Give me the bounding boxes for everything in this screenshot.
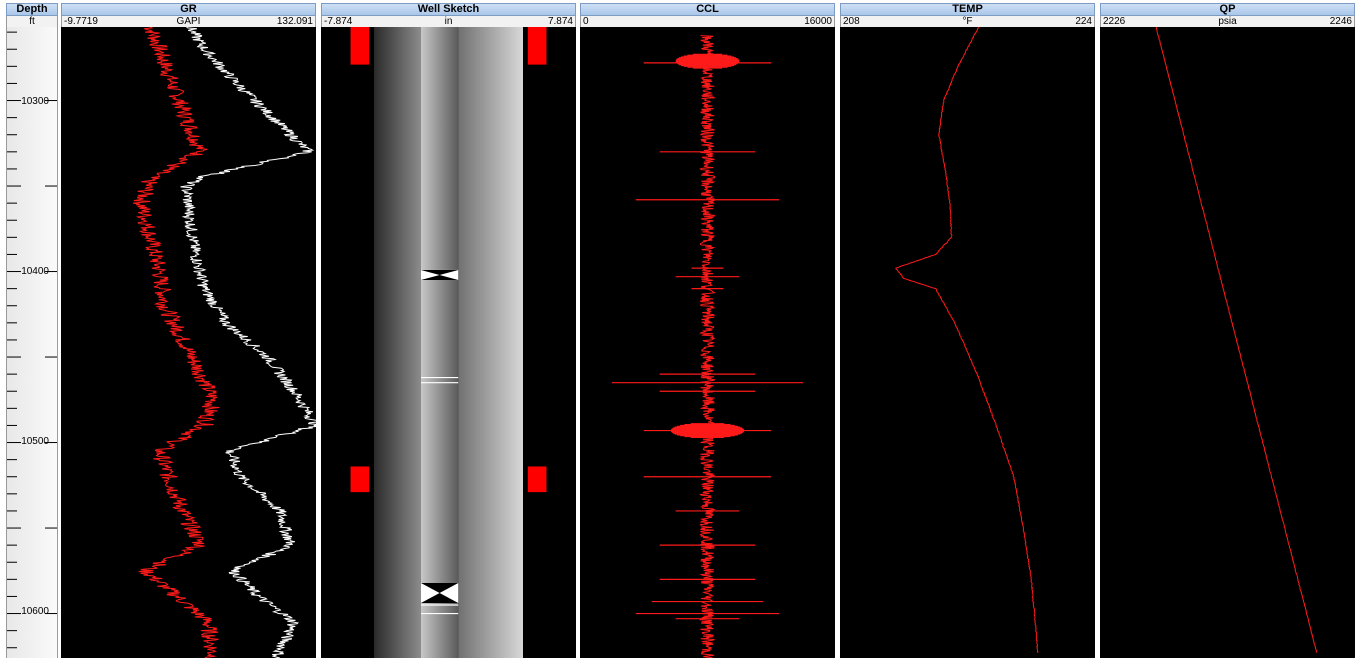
qp-title: QP: [1100, 3, 1355, 16]
ccl-plot-area: [580, 27, 835, 658]
sketch-scale-max: 7.874: [547, 16, 573, 27]
depth-unit-row: ft: [6, 16, 58, 27]
ccl-title: CCL: [580, 3, 835, 16]
temp-track: TEMP 208 °F 224: [840, 0, 1095, 658]
qp-scale-max: 2246: [1329, 16, 1352, 27]
gr-scale-row: -9.7719 GAPI 132.091: [61, 16, 316, 27]
qp-scale-row: 2226 psia 2246: [1100, 16, 1355, 27]
temp-scale-max: 224: [1075, 16, 1092, 27]
depth-unit: ft: [29, 16, 35, 27]
well-sketch-track: Well Sketch -7.874 in 7.874: [321, 0, 576, 658]
depth-label-10600: 10600: [21, 606, 49, 617]
depth-scale: 10300 10400 10500 10600: [6, 27, 58, 658]
depth-label-10500: 10500: [21, 436, 49, 447]
depth-label-10400: 10400: [21, 266, 49, 277]
temp-scale-row: 208 °F 224: [840, 16, 1095, 27]
gr-scale-max: 132.091: [276, 16, 313, 27]
gr-scale-unit: GAPI: [176, 16, 201, 27]
packer-bowtie: [420, 269, 459, 280]
depth-label-10300: 10300: [21, 96, 49, 107]
gr-plot-area: [61, 27, 316, 658]
perforation-marker-right: [527, 27, 547, 65]
qp-plot-area: [1100, 27, 1355, 658]
gr-plot: [133, 27, 316, 658]
perforation-marker-left: [350, 466, 370, 493]
temp-scale-min: 208: [843, 16, 860, 27]
temp-curve: [895, 27, 1039, 654]
depth-track: Depth ft 10300 10400 10500 10600: [6, 0, 58, 658]
gr-title: GR: [61, 3, 316, 16]
depth-title: Depth: [6, 3, 58, 16]
qp-track: QP 2226 psia 2246: [1100, 0, 1355, 658]
ccl-baseline-curve: [698, 35, 717, 658]
ccl-scale-min: 0: [583, 16, 589, 27]
well-sketch-scale-row: -7.874 in 7.874: [321, 16, 576, 27]
well-sketch-title: Well Sketch: [321, 3, 576, 16]
gr-white-curve: [180, 27, 316, 658]
ccl-track: CCL 0 16000: [580, 0, 835, 658]
qp-plot: [1155, 27, 1318, 654]
well-sketch-plot: [350, 27, 547, 658]
sketch-scale-unit: in: [444, 16, 453, 27]
temp-scale-unit: °F: [962, 16, 973, 27]
qp-scale-min: 2226: [1103, 16, 1126, 27]
depth-ticks: [7, 31, 57, 649]
temp-plot: [895, 27, 1039, 654]
packer-box: [420, 583, 459, 604]
qp-curve: [1155, 27, 1318, 654]
ccl-plot: [611, 35, 804, 658]
gr-scale-min: -9.7719: [64, 16, 98, 27]
gr-track: GR -9.7719 GAPI 132.091: [61, 0, 316, 658]
ccl-scale-row: 0 16000: [580, 16, 835, 27]
casing-right: [458, 27, 523, 658]
well-sketch-plot-area: [321, 27, 576, 658]
temp-plot-area: [840, 27, 1095, 658]
ccl-scale-max: 16000: [804, 16, 832, 27]
gr-red-curve: [133, 27, 220, 658]
temp-title: TEMP: [840, 3, 1095, 16]
casing-left: [374, 27, 421, 658]
qp-scale-unit: psia: [1218, 16, 1237, 27]
perforation-marker-right: [527, 466, 547, 493]
tubing: [420, 27, 459, 658]
sketch-scale-min: -7.874: [324, 16, 353, 27]
perforation-marker-left: [350, 27, 370, 65]
